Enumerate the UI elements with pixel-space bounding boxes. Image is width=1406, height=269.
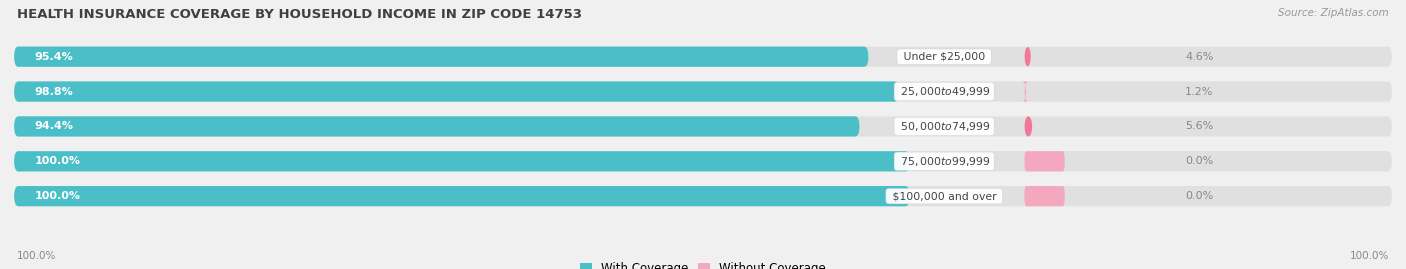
Text: 98.8%: 98.8% (35, 87, 73, 97)
Text: $50,000 to $74,999: $50,000 to $74,999 (897, 120, 991, 133)
FancyBboxPatch shape (1025, 47, 1031, 67)
FancyBboxPatch shape (14, 47, 1392, 67)
Text: Source: ZipAtlas.com: Source: ZipAtlas.com (1278, 8, 1389, 18)
Text: Under $25,000: Under $25,000 (900, 52, 988, 62)
Text: $100,000 and over: $100,000 and over (889, 191, 1000, 201)
Text: $25,000 to $49,999: $25,000 to $49,999 (897, 85, 991, 98)
Text: 100.0%: 100.0% (1350, 251, 1389, 261)
FancyBboxPatch shape (14, 82, 1392, 102)
FancyBboxPatch shape (1025, 151, 1064, 171)
FancyBboxPatch shape (1025, 116, 1032, 137)
FancyBboxPatch shape (14, 116, 1392, 137)
Text: $75,000 to $99,999: $75,000 to $99,999 (897, 155, 991, 168)
FancyBboxPatch shape (14, 186, 1392, 206)
Text: 0.0%: 0.0% (1185, 191, 1213, 201)
FancyBboxPatch shape (14, 47, 869, 67)
Text: 4.6%: 4.6% (1185, 52, 1213, 62)
Text: 94.4%: 94.4% (35, 121, 73, 132)
FancyBboxPatch shape (14, 82, 898, 102)
FancyBboxPatch shape (14, 116, 859, 137)
Text: 100.0%: 100.0% (17, 251, 56, 261)
Text: 5.6%: 5.6% (1185, 121, 1213, 132)
Text: 0.0%: 0.0% (1185, 156, 1213, 166)
FancyBboxPatch shape (14, 151, 910, 171)
Text: HEALTH INSURANCE COVERAGE BY HOUSEHOLD INCOME IN ZIP CODE 14753: HEALTH INSURANCE COVERAGE BY HOUSEHOLD I… (17, 8, 582, 21)
FancyBboxPatch shape (1025, 186, 1064, 206)
Text: 1.2%: 1.2% (1185, 87, 1213, 97)
Text: 100.0%: 100.0% (35, 191, 80, 201)
FancyBboxPatch shape (14, 151, 1392, 171)
Text: 95.4%: 95.4% (35, 52, 73, 62)
Text: 100.0%: 100.0% (35, 156, 80, 166)
FancyBboxPatch shape (14, 186, 910, 206)
FancyBboxPatch shape (1022, 82, 1029, 102)
Legend: With Coverage, Without Coverage: With Coverage, Without Coverage (579, 262, 827, 269)
